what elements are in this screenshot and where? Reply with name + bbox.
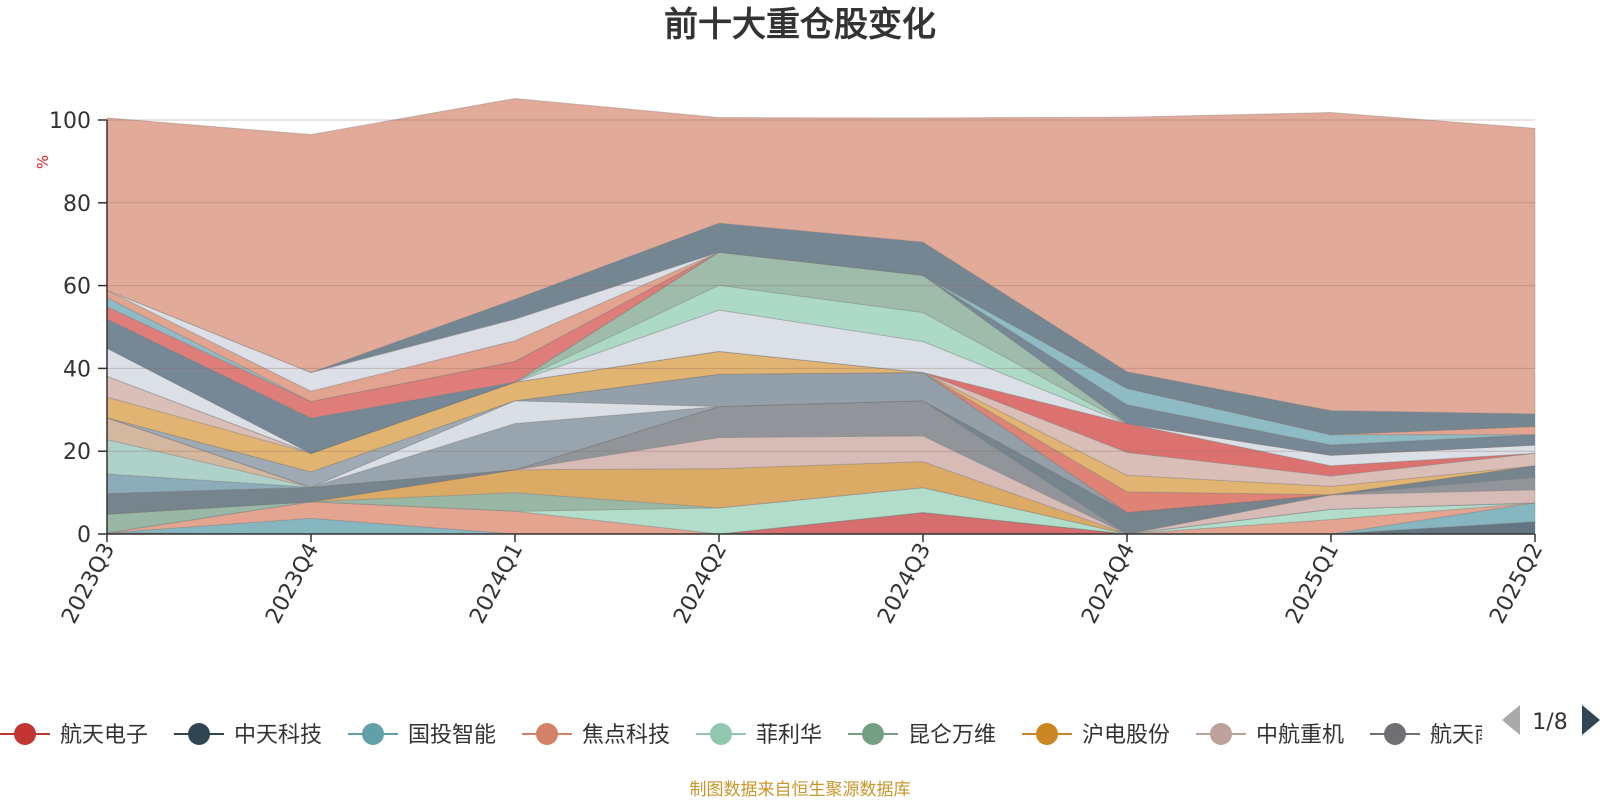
y-axis-unit: % <box>34 155 52 169</box>
legend-circle-icon <box>862 723 884 745</box>
legend-item[interactable]: 中航重机 <box>1196 723 1344 748</box>
legend-label: 航天南湖 <box>1430 723 1518 748</box>
y-tick-label: 80 <box>63 192 91 217</box>
y-tick-label: 100 <box>49 109 91 134</box>
other-band-21 <box>106 222 1536 436</box>
legend-label: 国投智能 <box>408 723 496 748</box>
legend-label: 中天科技 <box>234 723 322 748</box>
legend-item[interactable]: 焦点科技 <box>522 723 670 748</box>
legend-circle-icon <box>188 723 210 745</box>
legend-pager: 1/8 <box>1502 705 1600 735</box>
legend-label: 航天电子 <box>60 723 148 748</box>
other-band-16 <box>106 251 1536 456</box>
legend-item[interactable]: 昆仑万维 <box>848 723 996 748</box>
legend-circle-icon <box>1036 723 1058 745</box>
legend-label: 昆仑万维 <box>908 723 996 748</box>
y-tick-label: 40 <box>63 357 91 382</box>
legend-label: 沪电股份 <box>1082 723 1170 748</box>
legend-next-icon[interactable] <box>1582 705 1600 735</box>
legend-item[interactable]: 中天科技 <box>174 723 322 748</box>
x-tick-label: 2023Q4 <box>261 539 324 628</box>
y-tick-label: 60 <box>63 275 91 300</box>
x-tick-label: 2024Q3 <box>873 539 936 628</box>
legend-label: 菲利华 <box>756 723 822 748</box>
legend-item[interactable]: 航天南湖 <box>1370 723 1518 748</box>
legend-circle-icon <box>1384 723 1406 745</box>
y-tick-label: 0 <box>77 523 91 548</box>
legend: 航天电子 中天科技 国投智能 焦点科技 菲利华 昆仑万维 沪电股份 中航重机 航天南湖 <box>0 723 1518 748</box>
legend-circle-icon <box>536 723 558 745</box>
legend-page-indicator: 1/8 <box>1532 710 1567 735</box>
x-tick-label: 2024Q4 <box>1077 539 1140 628</box>
legend-circle-icon <box>14 723 36 745</box>
area-bands <box>106 97 1536 535</box>
legend-circle-icon <box>1210 723 1232 745</box>
legend-item[interactable]: 国投智能 <box>348 723 496 748</box>
legend-circle-icon <box>362 723 384 745</box>
legend-item[interactable]: 航天电子 <box>0 723 148 748</box>
chart-title: 前十大重仓股变化 <box>664 5 936 45</box>
source-note: 制图数据来自恒生聚源数据库 <box>690 780 911 800</box>
y-tick-label: 20 <box>63 440 91 465</box>
legend-item[interactable]: 菲利华 <box>696 723 822 748</box>
other-band-22 <box>106 97 1536 415</box>
legend-label: 中航重机 <box>1256 723 1344 748</box>
grid-lines <box>107 119 1535 452</box>
legend-circle-icon <box>710 723 732 745</box>
x-tick-label: 2025Q2 <box>1485 539 1548 628</box>
x-tick-label: 2024Q1 <box>465 539 528 628</box>
x-tick-label: 2024Q2 <box>669 539 732 628</box>
x-tick-label: 2025Q1 <box>1281 539 1344 628</box>
x-tick-label: 2023Q3 <box>57 539 120 628</box>
legend-item[interactable]: 沪电股份 <box>1022 723 1170 748</box>
other-band-1 <box>106 400 1536 535</box>
legend-label: 焦点科技 <box>582 723 670 748</box>
legend-prev-icon[interactable] <box>1502 705 1520 735</box>
